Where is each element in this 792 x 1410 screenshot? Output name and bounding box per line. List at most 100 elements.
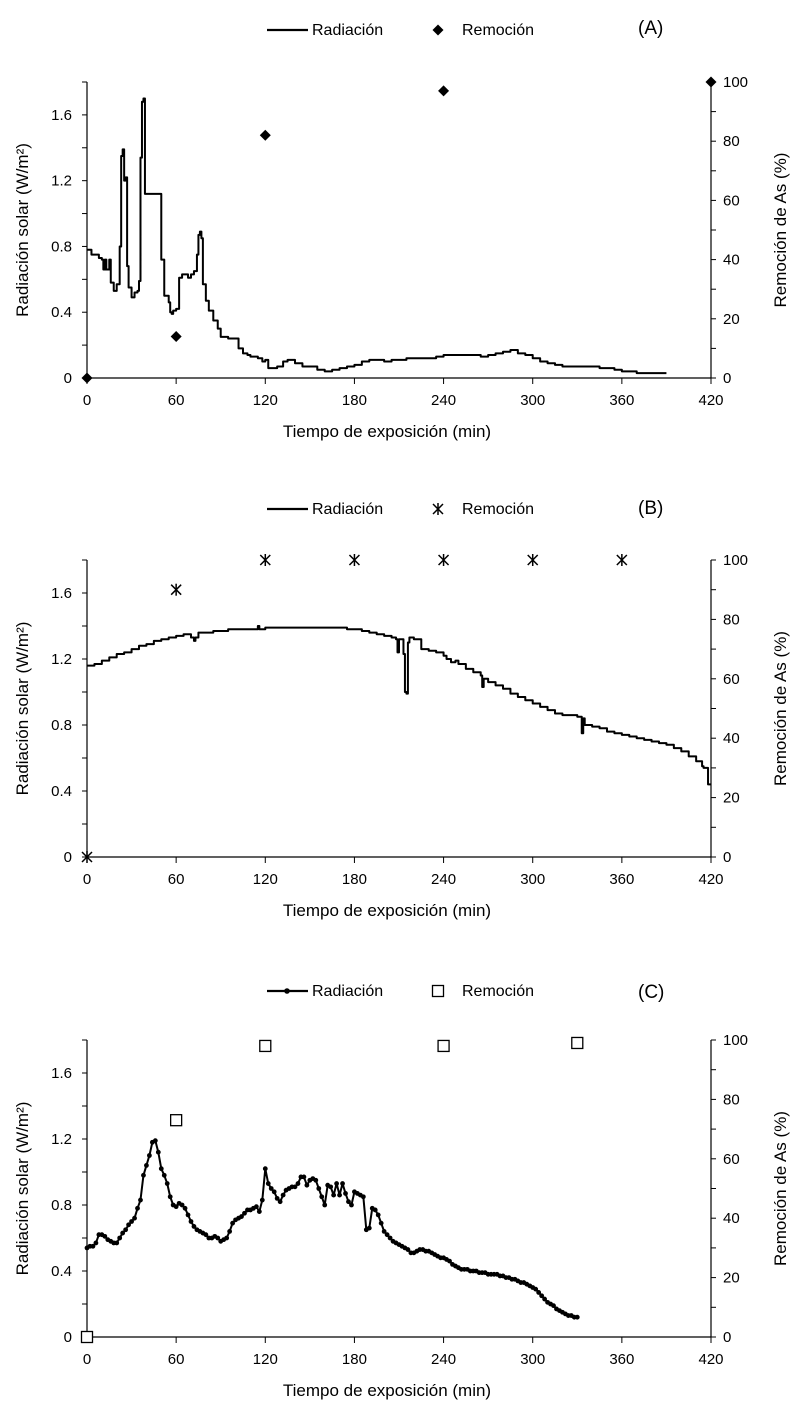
panel-label: (B) (638, 498, 663, 519)
data-point-radiacion (328, 1184, 334, 1190)
x-tick-label: 60 (168, 871, 185, 888)
data-point-radiacion (316, 1186, 322, 1191)
data-point-radiacion (381, 1229, 387, 1234)
data-point-remocion (81, 851, 93, 863)
data-point-radiacion (123, 1227, 129, 1233)
x-tick-label: 60 (168, 392, 185, 409)
x-tick-label: 180 (342, 1351, 367, 1368)
x-tick-label: 240 (431, 871, 456, 888)
data-point-radiacion (372, 1207, 378, 1213)
data-point-radiacion (224, 1235, 230, 1241)
data-point-radiacion (387, 1235, 393, 1241)
data-point-radiacion (447, 1258, 452, 1264)
data-point-radiacion (155, 1149, 161, 1155)
data-point-remocion (169, 1114, 183, 1127)
x-tick-label: 420 (698, 1351, 723, 1368)
data-point-radiacion (295, 1181, 301, 1186)
data-point-radiacion (152, 1138, 158, 1144)
data-point-radiacion (90, 1243, 96, 1249)
x-tick-label: 240 (431, 1351, 456, 1368)
y-tick-label-right: 60 (723, 671, 740, 688)
data-point-radiacion (230, 1220, 236, 1226)
x-tick-label: 300 (520, 392, 545, 409)
y-tick-label-left: 1.2 (51, 1131, 72, 1148)
data-point-remocion (616, 554, 628, 566)
data-point-radiacion (378, 1220, 384, 1226)
legend: Radiación Remoción (267, 501, 534, 518)
data-point-radiacion (138, 1197, 143, 1203)
x-tick-label: 120 (253, 871, 278, 888)
y-tick-label-left: 0 (64, 849, 72, 866)
y-tick-label-left: 1.2 (51, 173, 72, 190)
data-point-radiacion (185, 1212, 191, 1218)
y-tick-label-right: 100 (723, 74, 748, 91)
y-tick-label-left: 0.8 (51, 1197, 72, 1214)
x-axis-title: Tiempo de exposición (min) (283, 1381, 491, 1400)
y-tick-label-left: 1.6 (51, 1065, 72, 1082)
data-point-remocion (170, 583, 182, 596)
x-axis-title: Tiempo de exposición (min) (283, 901, 491, 920)
data-point-radiacion (132, 1215, 137, 1221)
data-point-remocion (438, 85, 450, 97)
data-point-radiacion (114, 1240, 120, 1246)
data-point-radiacion (126, 1222, 131, 1228)
data-point-radiacion (93, 1240, 99, 1246)
data-point-remocion (437, 1039, 450, 1053)
y-tick-label-left: 0.8 (51, 238, 72, 255)
data-point-radiacion (551, 1303, 556, 1309)
data-point-radiacion (141, 1172, 146, 1178)
data-point-radiacion (313, 1177, 319, 1183)
data-point-remocion (348, 554, 360, 566)
data-point-remocion (81, 372, 93, 384)
data-point-remocion (259, 1039, 272, 1053)
x-tick-label: 240 (431, 392, 456, 409)
y-tick-label-left: 1.6 (51, 585, 72, 602)
series-line-radiacion (87, 97, 667, 375)
x-tick-label: 0 (83, 392, 91, 409)
data-point-radiacion (203, 1232, 209, 1238)
y-tick-label-left: 0.4 (51, 304, 72, 321)
data-point-radiacion (259, 1197, 265, 1203)
data-point-radiacion (120, 1230, 126, 1236)
x-tick-label: 0 (83, 871, 91, 888)
chart-panel-a: 0 60 120 180 240 300 360 42000.40.81.21.6020406… (13, 18, 790, 441)
y-axis-title-right: Remoción de As (%) (771, 631, 790, 786)
data-point-radiacion (147, 1153, 152, 1158)
data-point-radiacion (167, 1194, 173, 1200)
data-point-radiacion (188, 1219, 194, 1224)
data-point-radiacion (161, 1172, 167, 1178)
data-point-radiacion (277, 1199, 283, 1205)
legend-label-radiacion: Radiación (312, 22, 383, 39)
series-line-radiacion (87, 625, 711, 786)
data-point-radiacion (343, 1191, 348, 1196)
legend-label-remocion: Remoción (462, 501, 534, 518)
data-point-radiacion (346, 1199, 351, 1205)
y-tick-label-right: 0 (723, 1329, 731, 1346)
data-point-radiacion (384, 1232, 390, 1238)
y-tick-label-right: 80 (723, 1091, 740, 1108)
y-tick-label-right: 20 (723, 311, 740, 328)
data-point-radiacion (536, 1290, 542, 1295)
data-point-radiacion (271, 1189, 277, 1195)
data-point-radiacion (574, 1314, 580, 1320)
data-point-radiacion (337, 1192, 342, 1198)
x-tick-label: 360 (609, 1351, 634, 1368)
y-tick-label-right: 60 (723, 1151, 740, 1168)
data-point-radiacion (292, 1184, 298, 1190)
data-point-radiacion (179, 1202, 185, 1208)
data-point-remocion (705, 76, 717, 88)
data-point-radiacion (191, 1224, 197, 1229)
x-tick-label: 300 (520, 1351, 545, 1368)
data-point-radiacion (256, 1209, 262, 1214)
data-point-radiacion (349, 1202, 354, 1208)
data-point-remocion (527, 554, 539, 566)
data-point-radiacion (268, 1186, 274, 1191)
x-tick-label: 360 (609, 871, 634, 888)
data-point-radiacion (304, 1182, 310, 1188)
y-tick-label-right: 40 (723, 252, 740, 269)
x-tick-label: 420 (698, 871, 723, 888)
chart-panel-c: 0 60 120 180 240 300 360 42000.40.81.21.6020406… (13, 982, 790, 1400)
data-point-radiacion (375, 1212, 381, 1218)
y-axis-title-right: Remoción de As (%) (771, 1111, 790, 1266)
